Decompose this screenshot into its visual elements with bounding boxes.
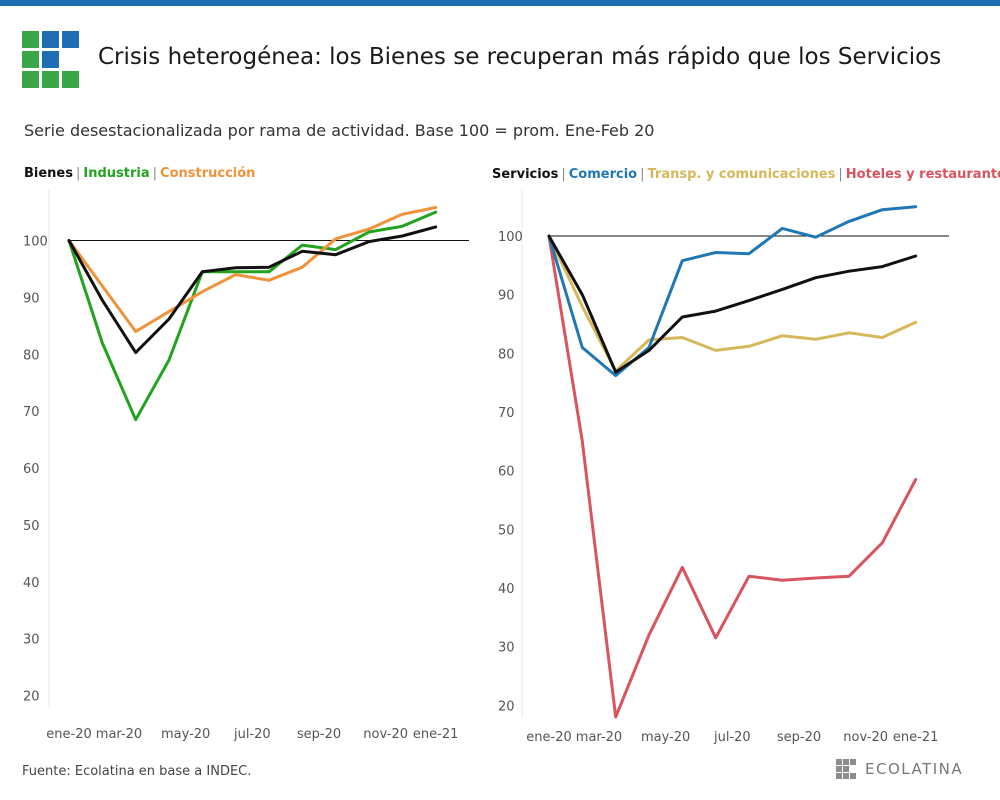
- chart-servicios: 20 30 40 50 60 70 80 90 100 ene-20 mar-20 may-20 jul…: [498, 190, 949, 745]
- legend-separator: |: [640, 167, 645, 182]
- y-tick-label: 80: [498, 347, 515, 362]
- legend-separator: |: [561, 167, 566, 182]
- legend-construccion: Construcción: [160, 166, 256, 181]
- series-line-bienes: [67, 225, 438, 355]
- source-note: Fuente: Ecolatina en base a INDEC.: [22, 764, 252, 779]
- x-tick-label: ene-20: [46, 727, 91, 742]
- x-tick-label: jul-20: [713, 730, 751, 745]
- legend-transporte: Transp. y comunicaciones: [647, 167, 836, 182]
- x-tick-label: mar-20: [576, 730, 622, 745]
- page-title: Crisis heterogénea: los Bienes se recupe…: [98, 44, 942, 70]
- y-tick-label: 30: [23, 633, 40, 648]
- y-tick-label: 40: [498, 582, 515, 597]
- legend-servicios: Servicios: [492, 167, 559, 182]
- y-tick-label: 80: [23, 348, 40, 363]
- brand-grid-icon: [836, 758, 857, 780]
- series-line-servicios: [547, 234, 918, 374]
- chart-bienes: 20 30 40 50 60 70 80 90 100 ene-20 mar-20 may-20 jul…: [23, 190, 469, 742]
- top-accent-bar: [0, 0, 1000, 6]
- series-line-hoteles-y-restaurantes: [547, 234, 918, 719]
- x-tick-label: ene-21: [413, 727, 458, 742]
- x-tick-label: sep-20: [297, 727, 341, 742]
- y-tick-label: 50: [23, 519, 40, 534]
- x-tick-label: nov-20: [363, 727, 408, 742]
- series-line-comercio: [547, 205, 918, 378]
- x-tick-label: ene-21: [893, 730, 938, 745]
- x-tick-label: nov-20: [843, 730, 888, 745]
- chart-subtitle: Serie desestacionalizada por rama de act…: [24, 121, 655, 140]
- series-line-industria: [67, 210, 438, 422]
- series-line-construccion: [67, 206, 438, 333]
- y-tick-label: 100: [498, 230, 523, 245]
- y-tick-label: 60: [23, 462, 40, 477]
- x-tick-label: may-20: [161, 727, 210, 742]
- y-tick-label: 70: [23, 405, 40, 420]
- legend-separator: |: [152, 166, 158, 181]
- series-line-transp-y-comunicaciones: [547, 234, 918, 373]
- legend-right: Servicios | Comercio | Transp. y comunicacio…: [492, 167, 1000, 182]
- y-tick-label: 60: [498, 465, 515, 480]
- x-tick-label: sep-20: [777, 730, 821, 745]
- legend-left: Bienes | Industria | Construcción: [24, 166, 255, 181]
- ecolatina-logo-icon: [22, 31, 80, 89]
- y-tick-label: 90: [498, 289, 515, 304]
- brand-footer: ECOLATINA: [836, 758, 963, 780]
- y-tick-label: 40: [23, 576, 40, 591]
- legend-industria: Industria: [83, 166, 150, 181]
- y-tick-label: 30: [498, 641, 515, 656]
- y-tick-label: 20: [498, 699, 515, 714]
- y-tick-label: 100: [23, 235, 48, 250]
- x-tick-label: ene-20: [526, 730, 571, 745]
- legend-bienes: Bienes: [24, 166, 73, 181]
- brand-name: ECOLATINA: [865, 760, 964, 778]
- x-tick-label: mar-20: [96, 727, 142, 742]
- y-tick-label: 70: [498, 406, 515, 421]
- x-tick-label: jul-20: [233, 727, 271, 742]
- y-tick-label: 90: [23, 291, 40, 306]
- legend-hoteles: Hoteles y restaurantes: [845, 167, 1000, 182]
- legend-comercio: Comercio: [568, 167, 638, 182]
- y-tick-label: 20: [23, 690, 40, 705]
- x-tick-label: may-20: [641, 730, 690, 745]
- legend-separator: |: [76, 166, 81, 181]
- legend-separator: |: [838, 167, 843, 182]
- y-tick-label: 50: [498, 523, 515, 538]
